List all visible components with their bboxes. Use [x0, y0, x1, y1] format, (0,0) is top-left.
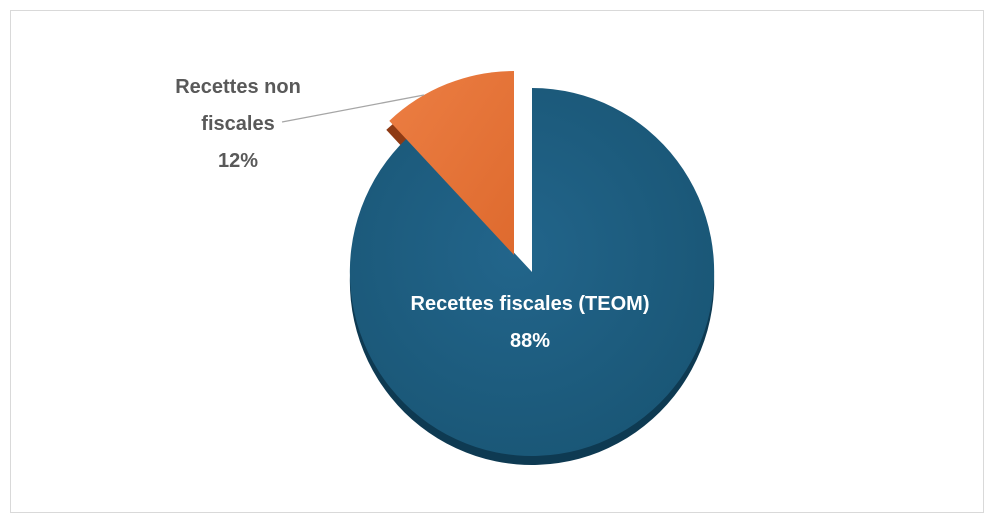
- label-non-fiscales-line1: Recettes non: [175, 76, 301, 98]
- label-non-fiscales-value: 12%: [218, 150, 258, 172]
- leader-line: [281, 94, 425, 123]
- label-non-fiscales-line2: fiscales: [201, 113, 274, 135]
- label-fiscales-value: 88%: [510, 330, 550, 352]
- pie-slice-recettes-non-fiscales[interactable]: [389, 71, 514, 255]
- pie-slice-recettes-fiscales[interactable]: [349, 88, 715, 456]
- label-fiscales-name: Recettes fiscales (TEOM): [411, 293, 650, 315]
